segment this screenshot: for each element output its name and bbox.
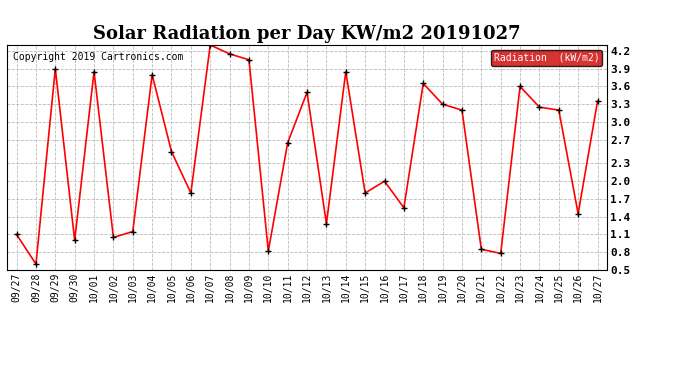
Title: Solar Radiation per Day KW/m2 20191027: Solar Radiation per Day KW/m2 20191027 [93,26,521,44]
Text: Copyright 2019 Cartronics.com: Copyright 2019 Cartronics.com [13,52,184,62]
Legend: Radiation  (kW/m2): Radiation (kW/m2) [491,50,602,66]
